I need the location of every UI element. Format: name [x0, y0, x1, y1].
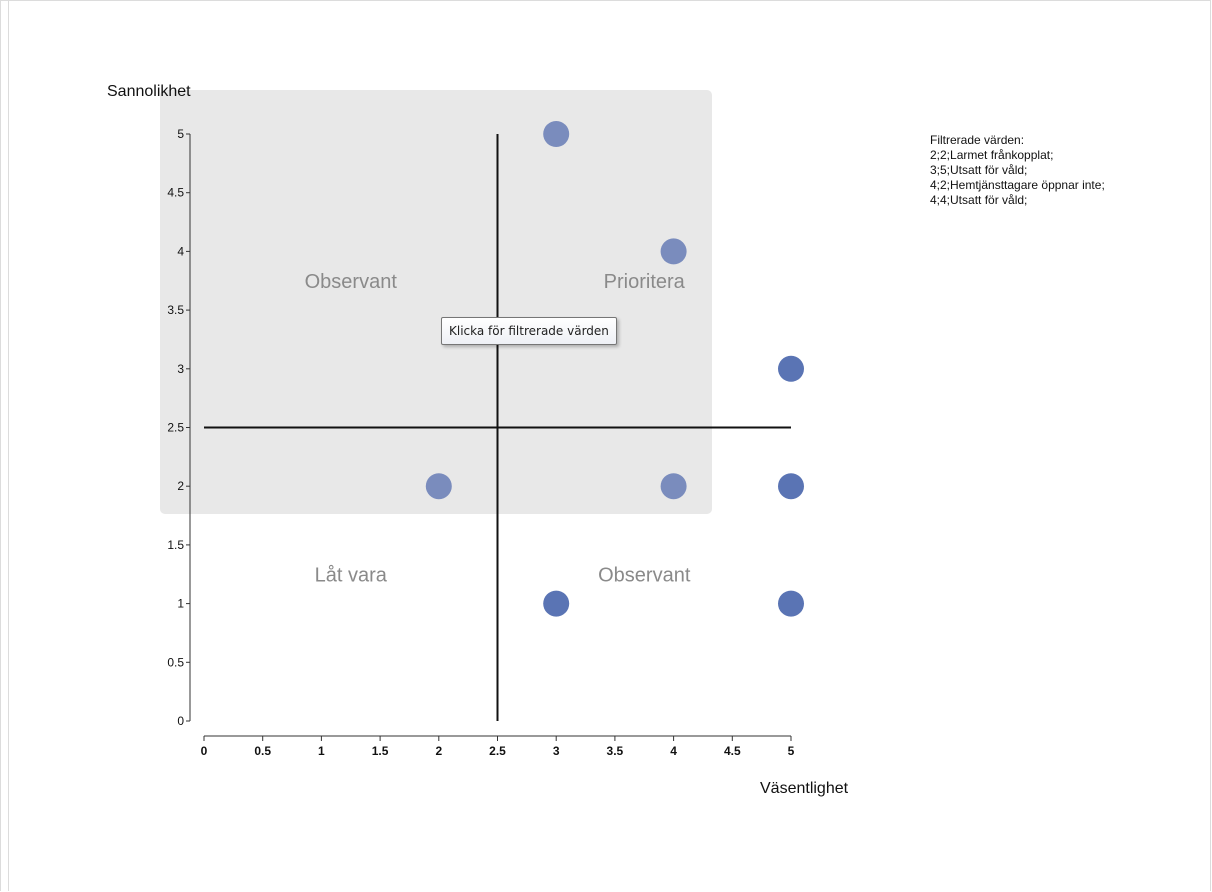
y-tick-label: 3: [177, 362, 184, 376]
y-tick-label: 2.5: [167, 421, 184, 435]
filtered-value-line: 4;2;Hemtjänsttagare öppnar inte;: [930, 178, 1105, 192]
x-tick-label: 2: [435, 744, 442, 758]
data-point[interactable]: [778, 355, 804, 382]
filtered-value-line: 4;4;Utsatt för våld;: [930, 193, 1028, 207]
y-tick-label: 4.5: [167, 186, 184, 200]
x-tick-label: 3.5: [607, 744, 624, 758]
y-tick-label: 4: [177, 244, 184, 258]
filtered-values-title: Filtrerade värden:: [930, 133, 1025, 147]
filtered-value-line: 3;5;Utsatt för våld;: [930, 163, 1028, 177]
data-point-filtered[interactable]: [660, 238, 687, 265]
data-point-filtered[interactable]: [425, 473, 452, 500]
y-tick-label: 1: [177, 597, 184, 611]
x-tick-label: 0: [201, 744, 208, 758]
x-tick-label: 1.5: [372, 744, 389, 758]
x-tick-label: 1: [318, 744, 325, 758]
x-tick-label: 2.5: [489, 744, 506, 758]
y-tick-label: 2: [177, 479, 184, 493]
data-point[interactable]: [778, 473, 804, 500]
y-tick-label: 1.5: [167, 538, 184, 552]
x-tick-label: 5: [788, 744, 795, 758]
x-tick-label: 4: [670, 744, 677, 758]
x-tick-label: 4.5: [724, 744, 741, 758]
x-tick-label: 0.5: [254, 744, 271, 758]
data-point-filtered[interactable]: [660, 473, 687, 500]
filter-tooltip: Klicka för filtrerade värden: [441, 317, 617, 345]
x-axis-title: Väsentlighet: [760, 780, 849, 797]
quadrant-label: Observant: [598, 564, 691, 586]
y-tick-label: 0: [177, 714, 184, 728]
x-tick-label: 3: [553, 744, 560, 758]
selection-rectangle[interactable]: [160, 90, 712, 514]
y-axis-title: Sannolikhet: [107, 83, 191, 100]
data-point[interactable]: [543, 590, 570, 617]
y-tick-label: 5: [177, 127, 184, 141]
quadrant-label: Observant: [305, 271, 398, 293]
quadrant-label: Låt vara: [315, 564, 388, 586]
filtered-values-panel: Filtrerade värden: 2;2;Larmet frånkoppla…: [930, 133, 1105, 208]
y-tick-label: 0.5: [167, 655, 184, 669]
y-tick-label: 3.5: [167, 303, 184, 317]
data-point[interactable]: [778, 590, 804, 617]
frame-divider: [8, 1, 9, 891]
filtered-value-line: 2;2;Larmet frånkopplat;: [930, 148, 1054, 162]
quadrant-label: Prioritera: [604, 271, 686, 293]
data-point-filtered[interactable]: [543, 121, 570, 147]
